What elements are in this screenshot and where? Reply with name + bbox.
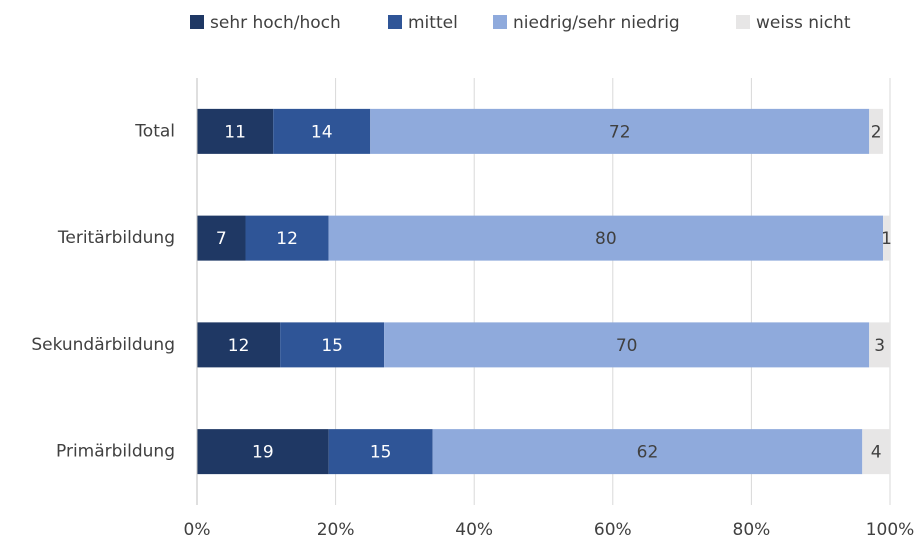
data-label: 70 <box>616 336 638 356</box>
bar-segment <box>384 322 870 368</box>
legend-swatch <box>493 15 507 29</box>
data-label: 2 <box>871 122 882 142</box>
data-label: 11 <box>224 122 246 142</box>
legend-label: weiss nicht <box>756 13 851 33</box>
bar-segment <box>862 429 890 475</box>
x-tick-label: 60% <box>594 520 632 540</box>
legend-swatch <box>388 15 402 29</box>
bar-segment <box>432 429 863 475</box>
data-label: 80 <box>595 229 617 249</box>
data-label: 12 <box>228 336 250 356</box>
y-tick-label: Sekundärbildung <box>31 335 175 355</box>
x-tick-label: 100% <box>866 520 915 540</box>
bar-segment <box>869 108 884 154</box>
x-tick-label: 0% <box>184 520 211 540</box>
legend-swatch <box>190 15 204 29</box>
legend-label: sehr hoch/hoch <box>210 13 341 33</box>
data-label: 1 <box>881 229 892 249</box>
data-label: 7 <box>216 229 227 249</box>
y-tick-label: Total <box>134 121 175 141</box>
bar-segment <box>197 322 281 368</box>
data-label: 15 <box>321 336 343 356</box>
bar-segment <box>328 215 884 261</box>
legend-label: niedrig/sehr niedrig <box>513 13 680 33</box>
data-label: 12 <box>276 229 298 249</box>
x-tick-label: 20% <box>317 520 355 540</box>
data-label: 4 <box>871 443 882 463</box>
bar-segment <box>197 108 274 154</box>
data-label: 72 <box>609 122 631 142</box>
bar-segment <box>883 215 890 261</box>
y-tick-label: Primärbildung <box>56 442 175 462</box>
bar-segment <box>280 322 385 368</box>
bar-segment <box>197 429 329 475</box>
x-tick-label: 40% <box>455 520 493 540</box>
data-label: 3 <box>874 336 885 356</box>
x-tick-label: 80% <box>733 520 771 540</box>
legend-label: mittel <box>408 13 458 33</box>
y-tick-label: Teritärbildung <box>57 228 175 248</box>
data-label: 15 <box>370 443 392 463</box>
bar-segment <box>370 108 870 154</box>
legend-swatch <box>736 15 750 29</box>
bar-segment <box>273 108 371 154</box>
bar-segment <box>328 429 433 475</box>
data-label: 14 <box>311 122 333 142</box>
bar-segment <box>197 215 246 261</box>
data-label: 62 <box>637 443 659 463</box>
bar-segment <box>245 215 329 261</box>
data-label: 19 <box>252 443 274 463</box>
bar-segment <box>869 322 890 368</box>
